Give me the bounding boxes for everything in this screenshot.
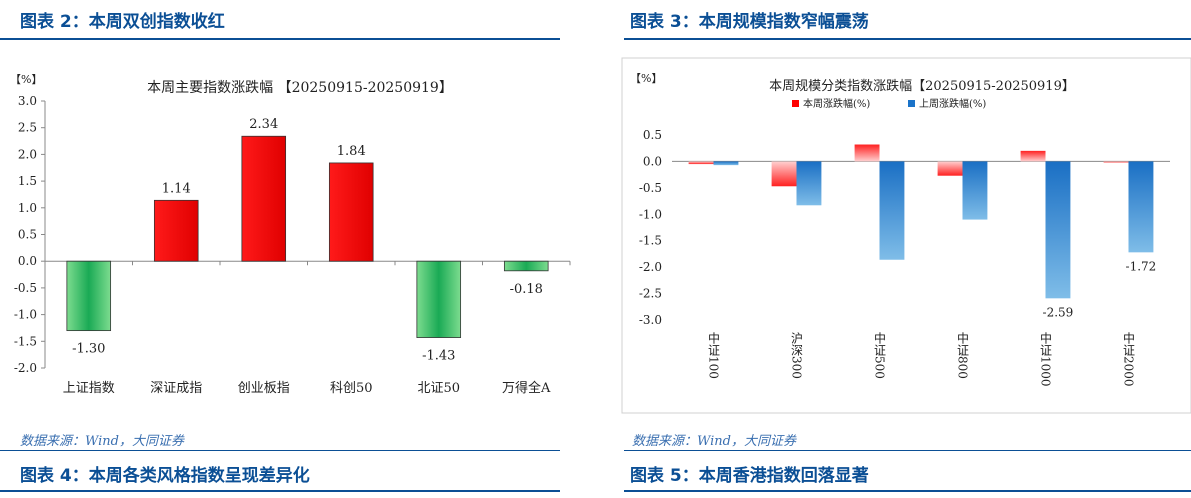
y-tick-label: -2.0 [14, 361, 37, 375]
x-tick-label: 深证成指 [150, 381, 202, 396]
y-tick-label: 0.0 [643, 154, 662, 168]
x-tick-label: 中证500 [873, 331, 887, 379]
data-label: -2.59 [1043, 305, 1074, 319]
main-index-bar-chart: 【%】 本周主要指数涨跌幅 【20250915-20250919】 3.0 2.5… [10, 73, 571, 396]
legend-label-last-week: 上周涨跌幅(%) [919, 97, 986, 110]
chart-frame [621, 57, 1191, 414]
y-tick-label: 1.5 [18, 174, 37, 188]
bar-深证成指 [153, 199, 199, 262]
bar-this-week-中证1000 [1020, 150, 1046, 162]
y-tick-label: -0.5 [14, 281, 37, 295]
y-tick-label: -2.5 [639, 287, 662, 301]
x-tick-label: 科创50 [330, 381, 373, 396]
bar-科创50 [328, 162, 374, 262]
data-label: -1.30 [72, 342, 105, 357]
right-chart-heading: 图表 3：本周规模指数窄幅震荡 [630, 12, 869, 32]
y-tick-label: 0.0 [18, 254, 37, 268]
data-label: 1.84 [337, 144, 366, 159]
y-tick-label: -3.0 [639, 313, 662, 327]
x-tick-label: 中证800 [956, 331, 970, 379]
data-label: -1.72 [1126, 259, 1157, 273]
data-label: -1.43 [422, 349, 455, 364]
legend-swatch-last-week [908, 100, 915, 107]
right-bottom-rule [624, 490, 1191, 492]
y-tick-label: -1.5 [639, 234, 662, 248]
data-label: -0.18 [510, 282, 543, 297]
bar-last-week-中证100 [713, 161, 739, 166]
bar-万得全A [503, 260, 549, 272]
left-heading-rule [0, 38, 560, 40]
legend-swatch-this-week [792, 100, 799, 107]
y-tick-label: 3.0 [18, 94, 37, 108]
data-label: 2.34 [249, 117, 278, 132]
x-tick-label: 北证50 [417, 381, 460, 396]
y-tick-label: -2.0 [639, 260, 662, 274]
chart-title: 本周主要指数涨跌幅 【20250915-20250919】 [147, 80, 453, 96]
chart-title: 本周规模分类指数涨跌幅【20250915-20250919】 [769, 78, 1075, 94]
y-tick-label: 0.5 [643, 128, 662, 142]
chart-unit-label: 【%】 [10, 73, 42, 86]
y-tick-label: -1.0 [639, 207, 662, 221]
data-label: 1.14 [162, 181, 191, 196]
bar-this-week-中证800 [937, 161, 963, 176]
x-tick-label: 沪深300 [790, 332, 804, 379]
bar-this-week-中证2000 [1103, 161, 1129, 163]
legend-label-this-week: 本周涨跌幅(%) [803, 97, 870, 110]
chart-legend: 本周涨跌幅(%) 上周涨跌幅(%) [792, 97, 986, 110]
right-source-rule [624, 450, 1191, 451]
x-tick-label: 中证100 [707, 331, 721, 379]
bar-上证指数 [66, 260, 112, 332]
y-tick-label: -0.5 [639, 181, 662, 195]
y-tick-label: 2.5 [18, 121, 37, 135]
left-bottom-rule [0, 490, 560, 492]
x-tick-label: 中证1000 [1039, 331, 1053, 387]
left-chart-heading: 图表 2：本周双创指数收红 [20, 12, 225, 32]
x-tick-label: 上证指数 [63, 381, 115, 396]
y-tick-label: 1.0 [18, 201, 37, 215]
left-next-heading: 图表 4：本周各类风格指数呈现差异化 [20, 466, 310, 486]
right-heading-rule [624, 38, 1191, 40]
y-tick-label: -1.5 [14, 334, 37, 348]
bar-last-week-中证2000 [1128, 161, 1154, 253]
x-tick-label: 中证2000 [1122, 331, 1136, 387]
y-tick-label: 0.5 [18, 228, 37, 242]
left-source-note: 数据来源：Wind，大同证券 [20, 434, 184, 449]
bar-this-week-中证100 [688, 161, 714, 165]
y-tick-label: -1.0 [14, 308, 37, 322]
bar-this-week-沪深300 [771, 161, 797, 187]
bar-last-week-中证1000 [1045, 161, 1071, 299]
x-tick-label: 创业板指 [238, 381, 290, 396]
bar-this-week-中证500 [854, 144, 880, 162]
bar-last-week-沪深300 [796, 161, 822, 206]
y-tick-label: 2.0 [18, 147, 37, 161]
bar-北证50 [416, 260, 462, 338]
bar-创业板指 [241, 135, 287, 262]
bar-last-week-中证500 [879, 161, 905, 260]
left-source-rule [0, 450, 560, 451]
chart-unit-label: 【%】 [630, 72, 662, 85]
right-next-heading: 图表 5：本周香港指数回落显著 [630, 466, 869, 486]
size-index-bar-chart: 【%】 本周规模分类指数涨跌幅【20250915-20250919】 本周涨跌幅… [621, 57, 1191, 414]
bar-last-week-中证800 [962, 161, 988, 220]
x-tick-label: 万得全A [502, 380, 551, 396]
right-source-note: 数据来源：Wind，大同证券 [632, 434, 796, 449]
